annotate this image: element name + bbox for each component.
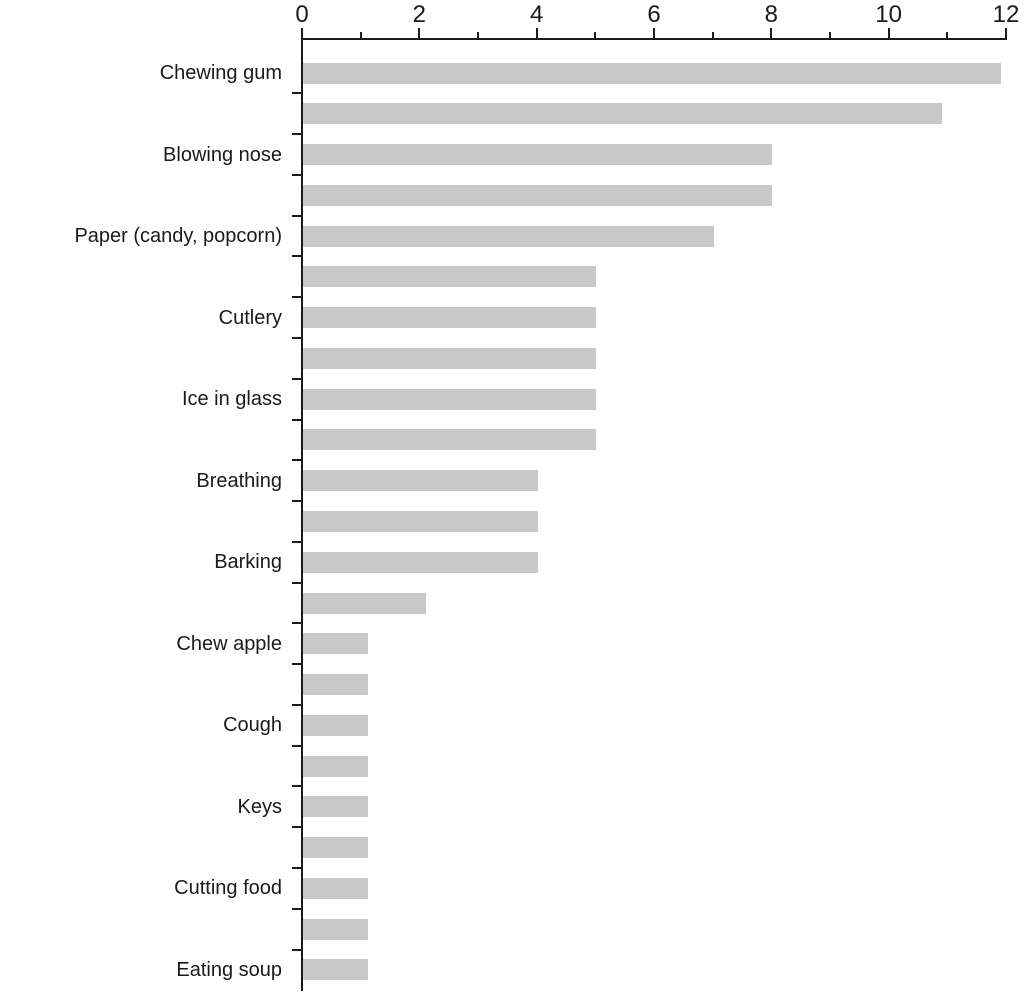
x-tick-label: 10 (875, 1, 902, 28)
y-tick (292, 377, 301, 380)
y-axis (301, 38, 303, 991)
bar (303, 103, 942, 125)
category-label: Breathing (196, 469, 282, 492)
category-label: Cutting food (174, 877, 282, 900)
x-major-tick (1005, 28, 1007, 38)
category-label: Cough (223, 714, 282, 737)
x-minor-tick (829, 32, 831, 38)
bar (303, 429, 596, 451)
bar (303, 388, 596, 410)
category-label: Blowing nose (163, 143, 282, 166)
x-tick-label: 4 (529, 1, 544, 28)
y-tick (292, 540, 301, 543)
bar (303, 62, 1001, 84)
y-tick (292, 418, 301, 421)
y-tick (292, 622, 301, 625)
y-tick (292, 744, 301, 747)
bar (303, 347, 596, 369)
bar (303, 837, 368, 859)
y-tick (292, 459, 301, 462)
bar (303, 307, 596, 329)
bar (303, 755, 368, 777)
category-label: Chewing gum (159, 62, 282, 84)
y-tick (292, 92, 301, 95)
category-label: Keys (237, 795, 282, 818)
x-tick-label: 6 (647, 1, 661, 28)
y-tick (292, 826, 301, 829)
y-tick (292, 500, 301, 503)
category-label: Eating soup (176, 958, 282, 981)
x-tick-label: 12 (992, 1, 1020, 28)
x-major-tick (770, 28, 773, 38)
x-tick-label: 8 (764, 1, 778, 28)
x-minor-tick (711, 32, 714, 38)
bar (303, 225, 714, 247)
y-tick (292, 581, 301, 584)
bar (303, 674, 368, 696)
x-major-tick (887, 28, 890, 38)
x-major-tick (301, 28, 303, 38)
y-tick (292, 173, 301, 176)
x-minor-tick (594, 32, 597, 38)
y-tick (292, 296, 301, 299)
y-tick (292, 255, 301, 258)
category-label: Cutlery (218, 306, 282, 329)
x-axis (301, 38, 1007, 40)
bar (303, 266, 596, 288)
y-tick (292, 703, 301, 706)
x-minor-tick (359, 32, 362, 38)
bar (303, 959, 368, 981)
x-tick-label: 2 (412, 1, 426, 28)
bar (303, 796, 368, 818)
category-label: Ice in glass (181, 388, 282, 411)
category-label: Barking (214, 551, 282, 574)
bar (303, 510, 538, 532)
y-tick (292, 214, 301, 217)
bar (303, 918, 368, 940)
y-tick (292, 663, 301, 666)
bar (303, 144, 772, 166)
bar (303, 592, 426, 614)
x-tick-label: 0 (295, 1, 309, 28)
x-major-tick (535, 28, 538, 38)
y-tick (292, 907, 301, 910)
y-tick (292, 948, 301, 951)
category-label: Chew apple (176, 632, 282, 655)
bar (303, 551, 538, 573)
y-tick (292, 785, 301, 788)
y-tick (292, 867, 301, 869)
x-major-tick (653, 28, 655, 38)
bar (303, 470, 538, 492)
bar (303, 714, 368, 736)
x-minor-tick (477, 32, 479, 38)
y-tick (292, 133, 301, 136)
bar (303, 877, 368, 899)
x-major-tick (418, 28, 421, 38)
bar (303, 184, 772, 206)
category-label: Paper (candy, popcorn) (74, 225, 282, 248)
y-tick (292, 337, 301, 339)
bar (303, 633, 368, 655)
x-minor-tick (946, 32, 949, 38)
